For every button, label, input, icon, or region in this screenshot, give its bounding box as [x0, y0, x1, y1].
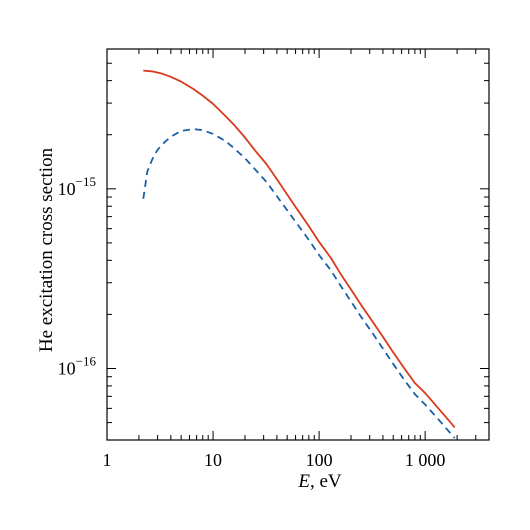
y-tick-exponent: −16 — [76, 353, 97, 368]
y-tick-label: 10−16 — [58, 353, 97, 378]
x-axis-variable: E — [297, 471, 310, 492]
x-tick-label: 10 — [204, 450, 222, 470]
series-line-1 — [143, 69, 456, 429]
y-tick-exponent: −15 — [76, 174, 96, 189]
x-axis-label: E, eV — [297, 471, 342, 492]
y-tick-label: 10−15 — [58, 174, 96, 199]
x-tick-label: 1 — [103, 450, 112, 470]
x-axis-unit: , eV — [310, 471, 342, 492]
y-tick-base: 10 — [58, 358, 76, 378]
x-tick-label: 1 000 — [405, 450, 446, 470]
plot-frame — [106, 48, 490, 441]
y-axis-label: He excitation cross section — [36, 147, 57, 352]
y-tick-base: 10 — [58, 179, 76, 199]
series-line-2 — [142, 128, 456, 439]
ticks-layer — [106, 49, 490, 441]
series-layer — [142, 69, 456, 439]
x-tick-label: 100 — [306, 450, 333, 470]
x-tick-labels: 1 10 100 1 000 — [103, 450, 446, 470]
